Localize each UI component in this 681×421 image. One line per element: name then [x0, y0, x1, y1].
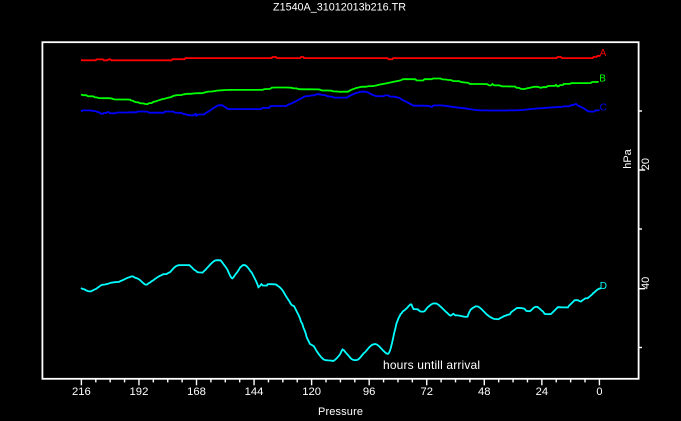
svg-text:24: 24 [536, 386, 549, 398]
svg-text:120: 120 [302, 386, 321, 398]
svg-text:72: 72 [420, 386, 433, 398]
svg-text:20: 20 [640, 158, 652, 170]
svg-text:0: 0 [596, 386, 602, 398]
svg-text:A: A [600, 48, 607, 59]
svg-text:D: D [600, 281, 607, 292]
svg-text:216: 216 [72, 386, 91, 398]
svg-text:B: B [599, 74, 606, 85]
svg-text:40: 40 [640, 277, 652, 289]
svg-text:144: 144 [245, 386, 264, 398]
svg-text:48: 48 [478, 386, 491, 398]
svg-text:hPa: hPa [622, 148, 634, 168]
svg-text:Pressure: Pressure [318, 406, 363, 418]
svg-text:96: 96 [363, 386, 376, 398]
svg-text:C: C [600, 103, 607, 114]
svg-text:168: 168 [187, 386, 206, 398]
svg-text:192: 192 [130, 386, 149, 398]
svg-text:hours untill arrival: hours untill arrival [383, 358, 480, 372]
svg-text:Z1540A_31012013b216.TR: Z1540A_31012013b216.TR [273, 2, 406, 14]
